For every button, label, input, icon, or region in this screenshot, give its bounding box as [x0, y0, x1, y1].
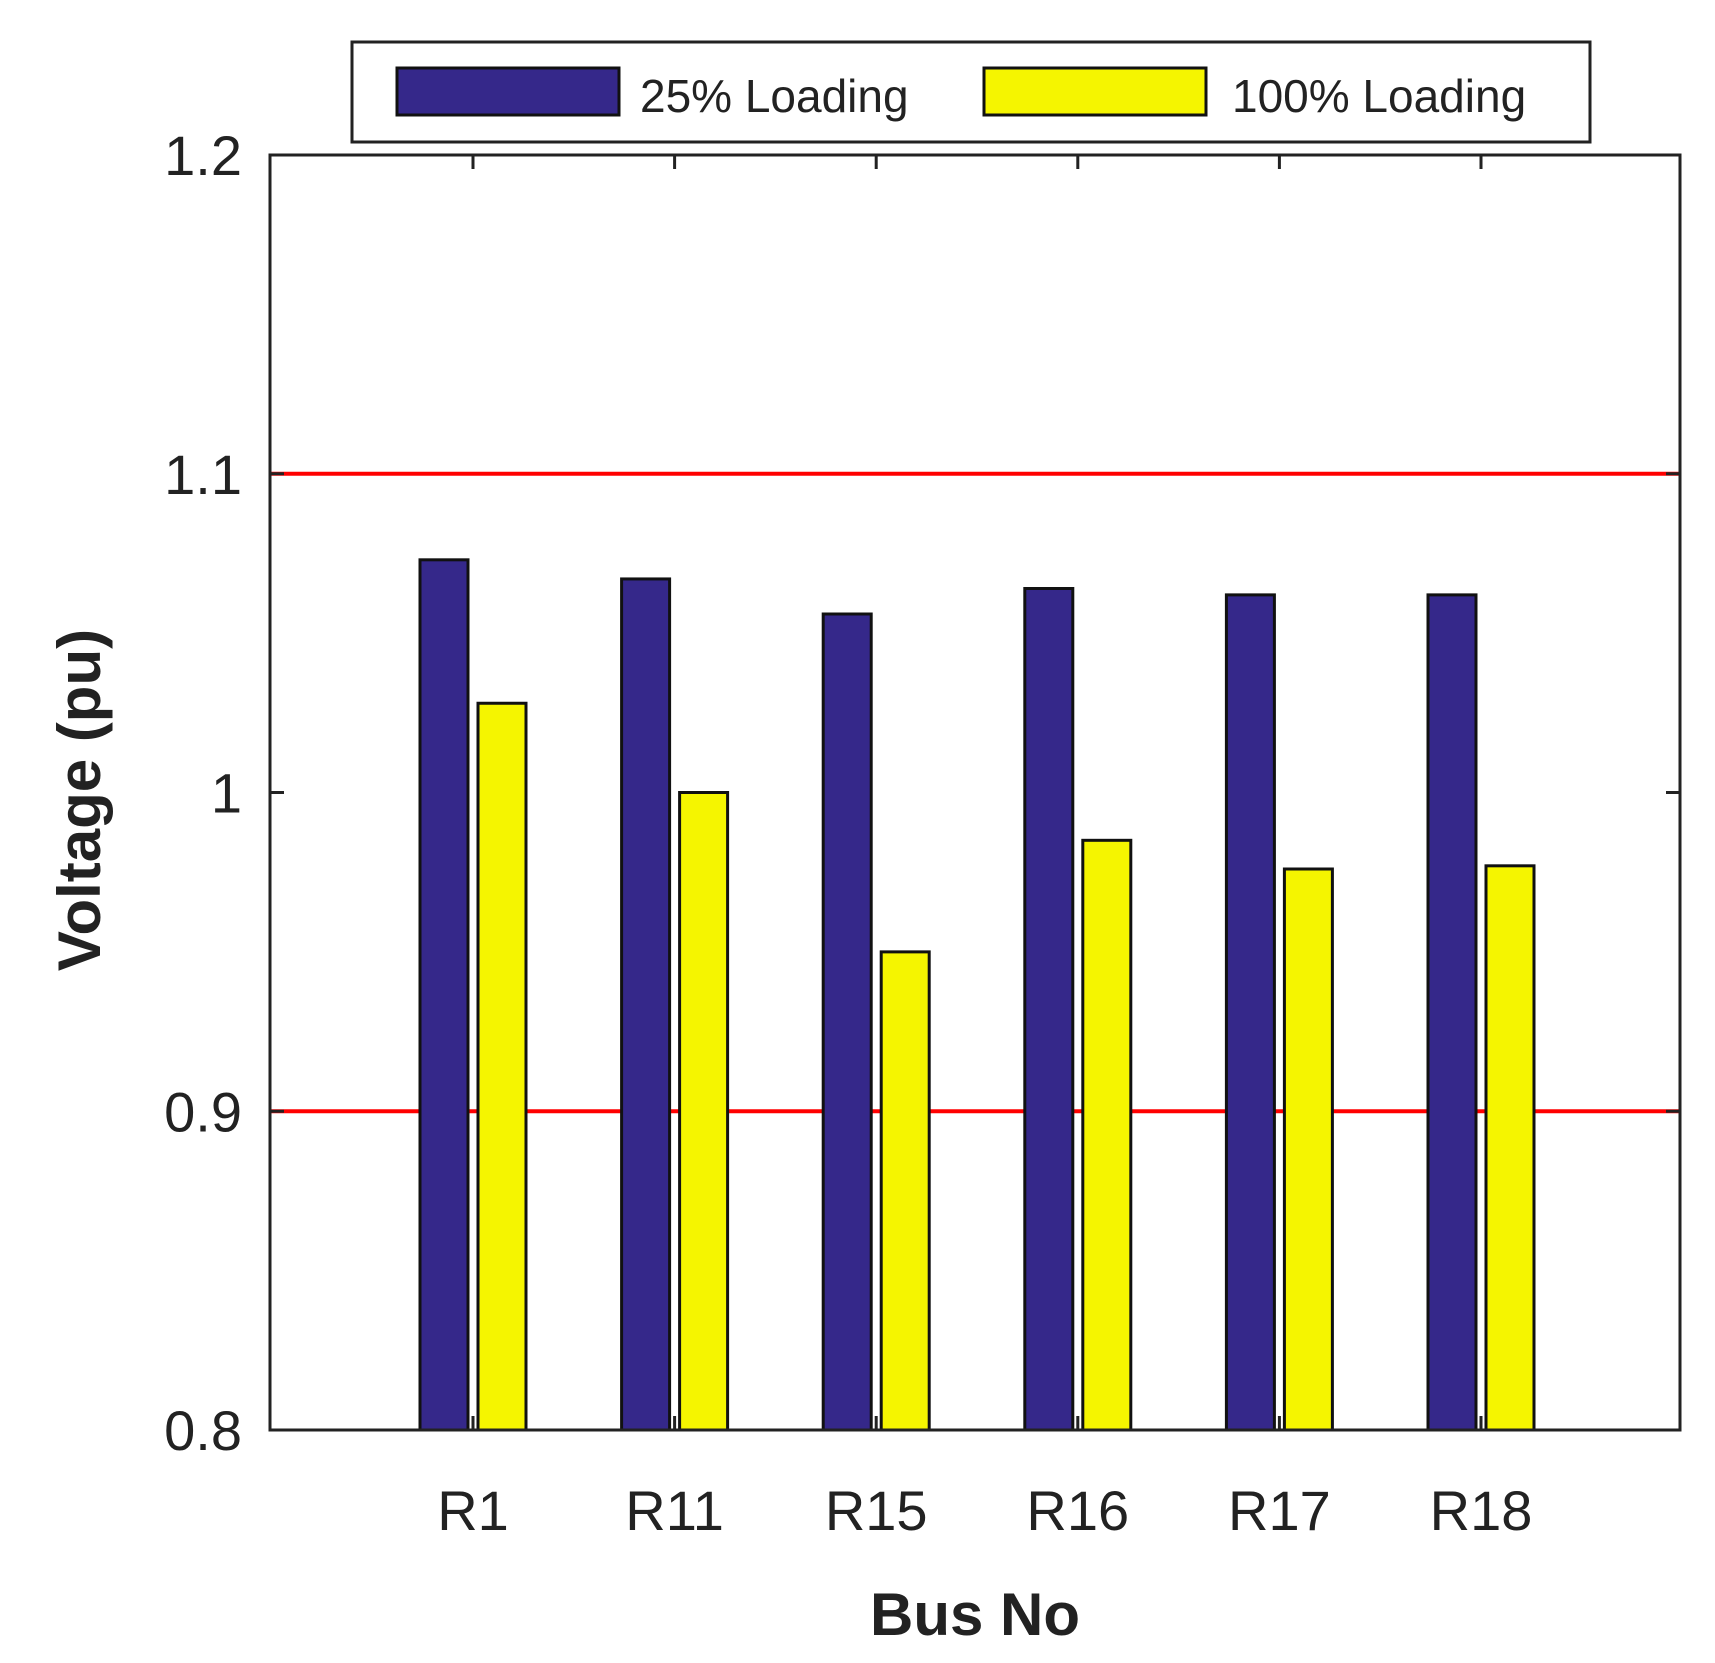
legend-label-25-loading: 25% Loading	[640, 70, 909, 122]
y-tick-label: 1.2	[164, 124, 242, 187]
y-tick-label: 1.1	[164, 443, 242, 506]
x-tick-label: R17	[1228, 1479, 1331, 1542]
bar-r18-series-1	[1484, 864, 1536, 1432]
bar-r15-series-0	[821, 612, 873, 1432]
y-tick-label: 0.8	[164, 1399, 242, 1462]
bar-r16-series-1	[1081, 838, 1133, 1432]
legend-label-100-loading: 100% Loading	[1232, 70, 1526, 122]
x-tick-label: R18	[1430, 1479, 1533, 1542]
x-tick-label: R11	[625, 1479, 724, 1542]
x-tick-label: R16	[1026, 1479, 1129, 1542]
bar-r16-series-0	[1023, 587, 1075, 1432]
x-axis-title: Bus No	[870, 1581, 1080, 1648]
bar-r11-series-0	[620, 577, 672, 1432]
legend: 25% Loading 100% Loading	[350, 40, 1592, 144]
bar-r1-series-1	[476, 701, 528, 1432]
y-tick-label: 1	[211, 762, 242, 825]
bar-r15-series-1	[879, 950, 931, 1432]
bar-r18-series-0	[1426, 593, 1478, 1432]
bar-r11-series-1	[678, 791, 730, 1432]
bar-r17-series-0	[1224, 593, 1276, 1432]
y-tick-labels: 0.8 0.9 1 1.1 1.2	[164, 124, 242, 1462]
plot-frame	[268, 153, 1682, 1432]
legend-swatch-100-loading	[982, 66, 1208, 117]
bars	[418, 558, 1536, 1432]
bar-r1-series-0	[418, 558, 470, 1432]
legend-swatch-25-loading	[395, 66, 621, 117]
bar-r17-series-1	[1282, 867, 1334, 1432]
x-tick-label: R15	[825, 1479, 928, 1542]
y-axis-title: Voltage (pu)	[46, 629, 113, 971]
x-tick-labels: R1 R11 R15 R16 R17 R18	[437, 1479, 1532, 1542]
y-tick-label: 0.9	[164, 1080, 242, 1143]
x-tick-label: R1	[437, 1479, 509, 1542]
axis-ticks	[270, 153, 1680, 1432]
